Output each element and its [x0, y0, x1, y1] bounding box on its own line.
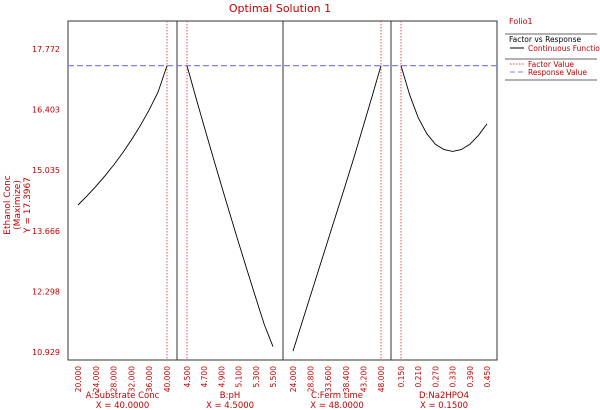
continuous-function-line — [292, 65, 382, 352]
y-tick-label: 17.772 — [32, 45, 60, 54]
y-tick-label: 10.929 — [32, 348, 60, 357]
x-tick-label: 0.210 — [414, 366, 423, 388]
y-axis-ticks: 17.772 16.403 15.035 13.666 12.298 10.929 — [32, 45, 60, 357]
x-tick-label: 38.400 — [342, 366, 351, 392]
factor-setting: X = 40.0000 — [96, 401, 150, 410]
panel-frame — [67, 20, 178, 361]
x-tick-label: 5.300 — [252, 366, 261, 388]
x-tick-label: 4.700 — [200, 366, 209, 388]
y-label-line: Ethanol Conc — [3, 175, 13, 235]
x-tick-label: 0.150 — [397, 366, 406, 388]
legend-entry: Response Value — [528, 68, 587, 77]
continuous-function-line — [77, 65, 168, 206]
panel-2: 4.500 4.700 4.900 5.100 5.300 5.500 B:pHX = 4.… — [176, 20, 284, 410]
legend-title: Folio1 — [509, 17, 533, 26]
legend-entry: Continuous Function — [528, 44, 600, 53]
x-tick-label: 32.000 — [127, 366, 136, 392]
factor-setting: X = 4.5000 — [206, 401, 254, 410]
x-tick-label: 36.000 — [145, 366, 154, 392]
x-tick-label: 48.000 — [377, 366, 386, 392]
y-tick-label: 16.403 — [32, 106, 60, 115]
factor-name: B:pH — [220, 391, 240, 401]
x-tick-label: 0.390 — [466, 366, 475, 388]
chart-title: Optimal Solution 1 — [229, 2, 331, 15]
x-tick-label: 40.000 — [163, 366, 172, 392]
y-tick-label: 15.035 — [32, 166, 60, 175]
continuous-function-line — [400, 65, 488, 152]
panel-frame — [176, 20, 284, 361]
x-tick-label: 33.600 — [324, 366, 333, 392]
x-tick-label: 20.000 — [74, 366, 83, 392]
x-tick-label: 28.000 — [110, 366, 119, 392]
x-tick-label: 28.800 — [307, 366, 316, 392]
legend-entry: Factor Value — [528, 60, 574, 69]
factor-panels: 20.000 24.000 28.000 32.000 36.000 40.000A:Su… — [67, 20, 498, 410]
panel-frame — [390, 20, 498, 361]
x-tick-label: 4.900 — [217, 366, 226, 388]
factor-setting: X = 0.1500 — [420, 401, 468, 410]
x-tick-label: 0.330 — [449, 366, 458, 388]
continuous-function-line — [186, 65, 274, 347]
y-axis-label: Ethanol Conc (Maximize) Y = 17.3967 — [3, 175, 33, 235]
y-tick-label: 12.298 — [32, 287, 60, 296]
factor-name: A:Substrate Conc — [86, 391, 160, 401]
x-tick-label: 0.270 — [431, 366, 440, 388]
x-tick-label: 24.000 — [289, 366, 298, 392]
x-tick-label: 4.500 — [183, 366, 192, 388]
panel-4: 0.150 0.210 0.270 0.330 0.390 0.450 D:Na2HPO4X… — [390, 20, 498, 410]
x-tick-label: 43.200 — [359, 366, 368, 392]
factor-name: C:Ferm time — [311, 391, 363, 401]
y-label-line: (Maximize) — [13, 180, 23, 230]
y-label-line: Y = 17.3967 — [23, 177, 33, 234]
panel-3: 24.000 28.800 33.600 38.400 43.200 48.000 C:Fe… — [282, 20, 392, 410]
x-tick-label: 24.000 — [92, 366, 101, 392]
x-tick-label: 5.500 — [269, 366, 278, 388]
panel-1: 20.000 24.000 28.000 32.000 36.000 40.000A:Su… — [67, 20, 178, 410]
x-tick-label: 0.450 — [483, 366, 492, 388]
x-tick-label: 5.100 — [235, 366, 244, 388]
panel-frame — [282, 20, 392, 361]
legend-header: Factor vs Response — [509, 35, 581, 44]
y-tick-label: 13.666 — [32, 227, 60, 236]
factor-setting: X = 48.0000 — [310, 401, 364, 410]
factor-name: D:Na2HPO4 — [419, 391, 469, 401]
